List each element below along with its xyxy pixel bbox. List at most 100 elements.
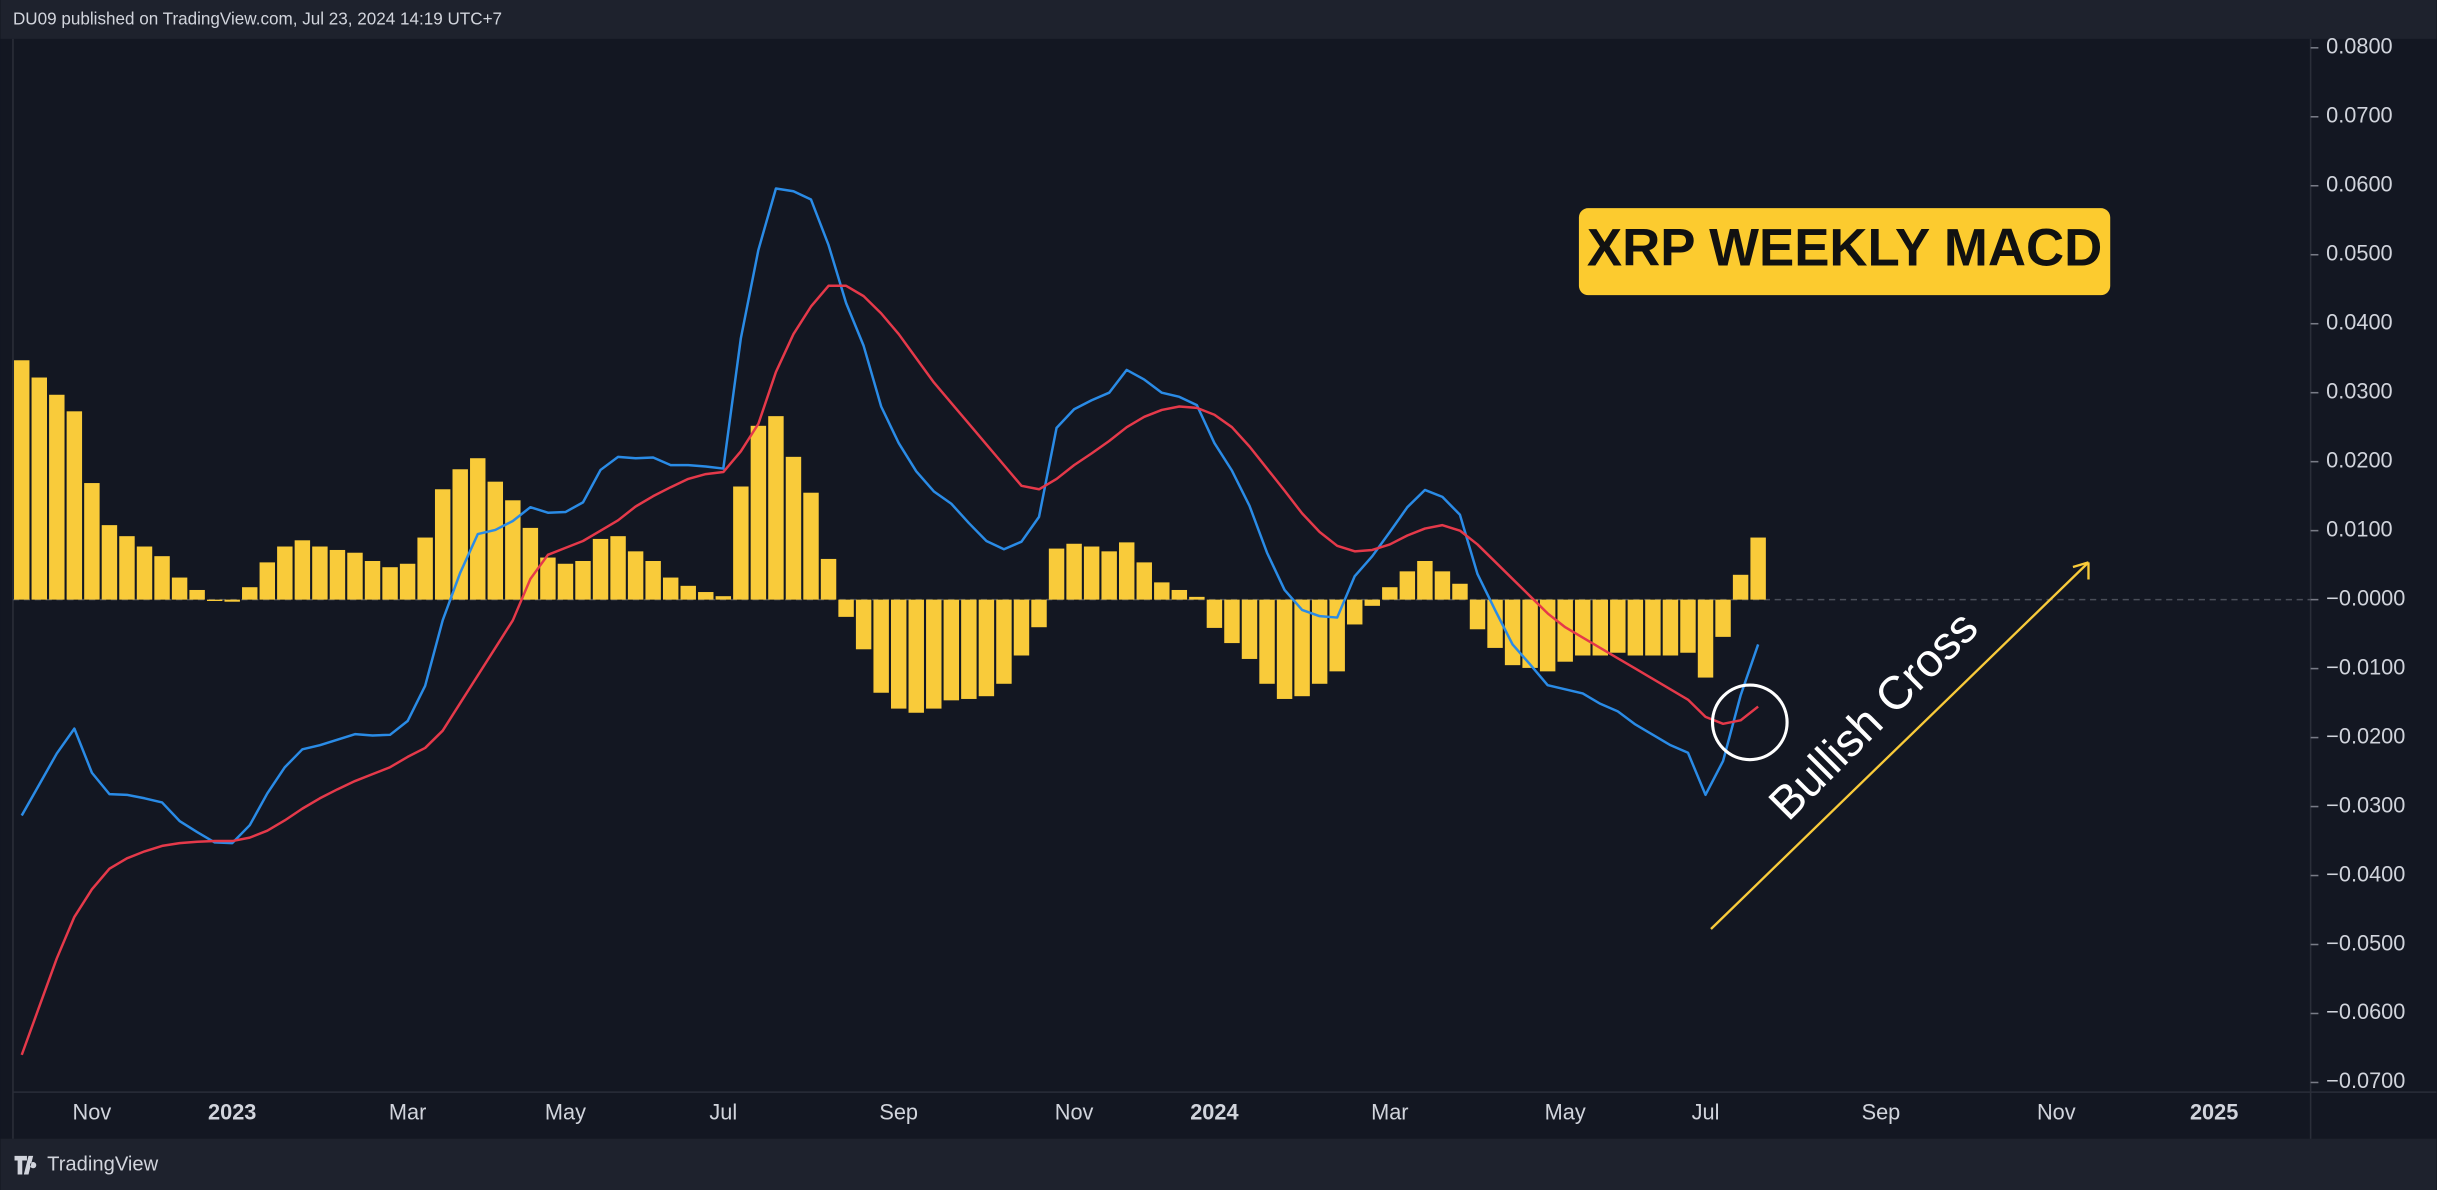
y-tick-label: 0.0200 [2326,447,2392,472]
header-bar [0,0,2437,39]
x-tick-label: 2023 [208,1100,256,1125]
histogram-bar [610,536,626,600]
y-tick-label: 0.0100 [2326,516,2392,541]
histogram-bar [1469,599,1486,630]
x-tick-label: Jul [709,1100,737,1125]
histogram-bar [803,492,819,600]
histogram-bar [259,562,276,600]
histogram-bar [785,456,802,600]
histogram-bar [1645,599,1661,656]
histogram-bar [364,560,381,600]
histogram-bar [1487,599,1503,648]
histogram-bar [627,551,644,600]
cross-circle [1710,683,1789,762]
histogram-bar [505,500,521,600]
histogram-bar [1224,599,1240,644]
histogram-bar [978,599,995,697]
line-series [20,284,1759,1056]
histogram-bar [206,599,223,602]
histogram-bar [1083,546,1100,600]
histogram-bar [1382,587,1398,600]
plot-area: 0.0800 0.0700 0.0600 0.0500 0.0400 0.0300 0.02… [12,34,2405,1125]
histogram-bar [399,563,416,600]
histogram-bar [1311,599,1328,684]
histogram-bar [1189,596,1205,600]
y-tick-label: −0.0600 [2326,999,2405,1024]
histogram-bar [347,552,363,600]
y-tick-label: −0.0500 [2326,930,2405,955]
y-tick-label: 0.0600 [2326,172,2392,197]
histogram-bar [119,536,135,600]
histogram-bar [1294,599,1310,697]
y-tick-label: 0.0300 [2326,378,2392,403]
histogram-bar [417,537,433,600]
x-tick-label: Nov [73,1100,112,1125]
y-tick-label: 0.0400 [2326,309,2392,334]
x-tick-label: Nov [2037,1100,2076,1125]
histogram-bar [329,549,346,600]
y-tick-label: −0.0100 [2326,654,2405,679]
histogram-bar [1206,599,1223,628]
histogram-bar [1136,562,1152,600]
histogram-bar [540,557,556,600]
y-tick-label: 0.0500 [2326,240,2392,265]
histogram-bar [1697,599,1714,678]
histogram-bar [171,577,188,600]
line-series [20,187,1760,845]
histogram-bar [645,560,661,600]
x-tick-label: May [1545,1100,1586,1125]
x-tick-label: 2024 [1190,1100,1238,1125]
trend-arrow [1710,561,2090,930]
histogram-bar [890,599,907,709]
histogram-bar [242,587,258,600]
histogram-bar [820,558,837,600]
histogram-bar [1013,599,1030,656]
histogram-bar [1171,589,1188,600]
histogram-bar [1750,537,1766,600]
histogram-bar [31,377,47,600]
arrow-head [2072,561,2090,580]
histogram-bar [294,540,311,600]
x-tick-label: Nov [1055,1100,1094,1125]
footer-logo [14,1155,37,1175]
x-tick-label: Mar [1371,1100,1408,1125]
title-box [1578,208,2111,296]
histogram-bar [662,577,679,600]
histogram-bar [926,599,942,709]
histogram-bar [908,599,924,713]
histogram-bar [715,596,732,600]
histogram-bar [733,486,749,600]
histogram-bar [838,599,854,617]
histogram-bar [154,556,170,600]
histogram-bar [1276,599,1293,699]
histogram-bar [943,599,960,701]
histogram-bar [1364,599,1380,606]
histogram-bar [855,599,872,650]
logo-mark [14,1155,37,1175]
histogram-bar [487,481,504,600]
y-tick-label: 0.0700 [2326,103,2392,128]
histogram-bar [189,589,205,600]
histogram-bar [136,546,153,600]
x-tick-label: May [545,1100,586,1125]
histogram-bar [452,469,468,600]
histogram-bar [1259,599,1275,684]
footer-bar [0,1138,2437,1190]
histogram-bar [101,525,118,600]
x-tick-label: Jul [1692,1100,1720,1125]
histogram-bar [750,425,767,600]
histogram-bar [1575,599,1591,656]
histogram-bar [522,527,539,600]
histogram-bar [224,599,240,602]
histogram-bar [1557,599,1573,662]
histogram-bar [1610,599,1626,653]
histogram-bar [1452,583,1468,600]
histogram-bar [1101,551,1117,600]
y-tick-label: −0.0300 [2326,792,2405,817]
histogram-bar [1732,574,1749,600]
histogram-bar [575,560,591,600]
histogram-bar [1592,599,1608,656]
histogram-bar [84,483,100,600]
